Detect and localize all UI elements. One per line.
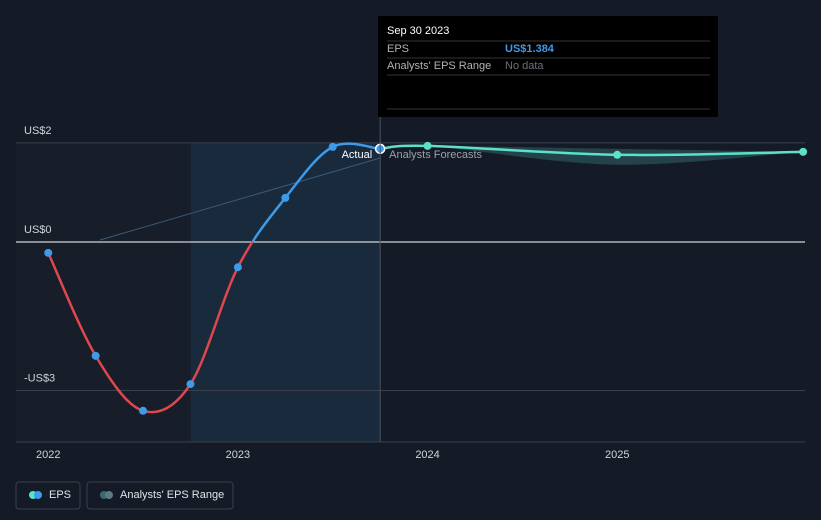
tooltip-date: Sep 30 2023 <box>387 25 449 37</box>
x-tick-label: 2024 <box>415 449 439 461</box>
tooltip-value: No data <box>505 60 544 72</box>
legend-item[interactable]: Analysts' EPS Range <box>86 481 234 510</box>
legend-icon <box>105 491 113 499</box>
forecast-label: Analysts Forecasts <box>389 149 482 161</box>
eps-point <box>139 406 148 415</box>
y-tick-label: US$2 <box>24 125 52 137</box>
eps-point <box>328 142 337 151</box>
forecast-point <box>799 147 808 156</box>
legend-box <box>86 481 234 510</box>
eps-point <box>186 380 195 389</box>
x-tick-label: 2025 <box>605 449 629 461</box>
trend-line <box>99 157 381 241</box>
eps-point <box>44 248 53 257</box>
forecast-point <box>423 141 432 150</box>
legend-icon <box>34 491 42 499</box>
past-region <box>16 142 191 442</box>
y-tick-label: US$0 <box>24 224 52 236</box>
tooltip-key: EPS <box>387 43 409 55</box>
eps-point <box>91 351 100 360</box>
legend-label: Analysts' EPS Range <box>120 489 224 501</box>
tooltip-key: Analysts' EPS Range <box>387 60 491 72</box>
actual-region <box>190 142 381 442</box>
x-tick-label: 2023 <box>226 449 250 461</box>
eps-point <box>233 263 242 272</box>
x-tick-label: 2022 <box>36 449 60 461</box>
legend-item[interactable]: EPS <box>15 481 81 510</box>
actual-label: Actual <box>342 149 373 161</box>
legend-label: EPS <box>49 489 71 501</box>
eps-point <box>281 193 290 202</box>
tooltip-box <box>378 16 718 117</box>
legend-box <box>15 481 81 510</box>
forecast-line <box>380 144 804 157</box>
y-tick-label: -US$3 <box>24 372 55 384</box>
tooltip-value: US$1.384 <box>505 43 555 55</box>
forecast-point <box>613 150 622 159</box>
